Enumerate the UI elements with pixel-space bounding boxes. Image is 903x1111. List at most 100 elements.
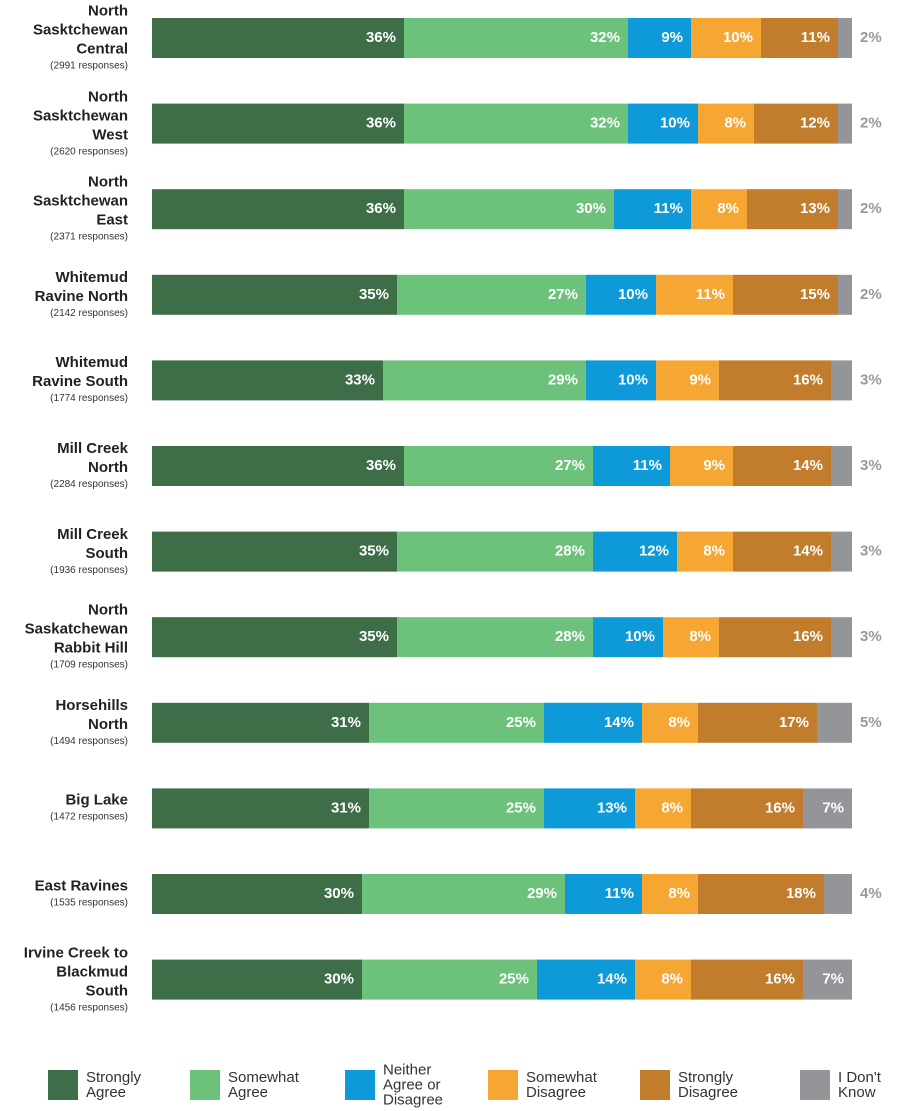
category-label: Whitemud Ravine North (2142 responses) bbox=[16, 268, 128, 322]
value-label: 10% bbox=[660, 115, 690, 132]
value-label: 15% bbox=[800, 286, 830, 303]
value-label: 16% bbox=[765, 799, 795, 816]
bar-segment bbox=[362, 874, 565, 914]
legend-swatch bbox=[800, 1070, 830, 1100]
bar-segment bbox=[152, 702, 369, 743]
value-label: 3% bbox=[860, 371, 882, 388]
bar-segment bbox=[691, 189, 747, 230]
category-note: (2371 responses) bbox=[50, 231, 128, 243]
category-note: (2142 responses) bbox=[50, 307, 128, 319]
value-label: 3% bbox=[860, 457, 882, 474]
category-note: (1709 responses) bbox=[50, 659, 128, 671]
bar-segment bbox=[691, 788, 803, 829]
category-note: (1535 responses) bbox=[50, 897, 128, 909]
bar-segment bbox=[733, 274, 838, 315]
value-label: 7% bbox=[822, 799, 844, 816]
bar-segment bbox=[761, 18, 838, 58]
bar-segment bbox=[656, 274, 733, 315]
category-label: North Sasktchewan East (2371 responses) bbox=[16, 173, 128, 246]
bar-segment bbox=[733, 531, 831, 572]
value-label: 13% bbox=[800, 200, 830, 217]
value-label: 29% bbox=[548, 371, 578, 388]
value-label: 4% bbox=[860, 885, 882, 902]
value-label: 30% bbox=[324, 971, 354, 988]
value-label: 18% bbox=[786, 885, 816, 902]
bar-segment bbox=[152, 360, 383, 401]
value-label: 10% bbox=[618, 286, 648, 303]
value-label: 30% bbox=[576, 200, 606, 217]
bar-segment bbox=[642, 702, 698, 743]
value-label: 11% bbox=[801, 29, 830, 46]
value-label: 36% bbox=[366, 457, 396, 474]
category-label: Mill Creek North (2284 responses) bbox=[16, 439, 128, 493]
value-label: 35% bbox=[359, 286, 389, 303]
value-label: 33% bbox=[345, 371, 375, 388]
category-name: North Sasktchewan Central bbox=[32, 2, 128, 58]
bar-segment bbox=[404, 446, 593, 486]
value-label: 8% bbox=[668, 885, 690, 902]
value-label: 36% bbox=[366, 200, 396, 217]
value-label: 11% bbox=[654, 200, 683, 217]
legend-swatch bbox=[488, 1070, 518, 1100]
category-name: Horsehills North bbox=[55, 696, 128, 733]
bar-segment bbox=[719, 360, 831, 401]
bar-segment bbox=[747, 189, 838, 230]
bar-segment bbox=[152, 617, 397, 658]
value-label: 16% bbox=[793, 371, 823, 388]
value-label: 8% bbox=[668, 714, 690, 731]
bar-segment bbox=[152, 189, 404, 230]
legend-swatch bbox=[345, 1070, 375, 1100]
value-label: 5% bbox=[860, 714, 882, 731]
value-label: 11% bbox=[633, 457, 662, 474]
bar-segment bbox=[838, 103, 852, 144]
bar-segment bbox=[152, 446, 404, 486]
bar-segment bbox=[656, 360, 719, 401]
value-label: 17% bbox=[779, 714, 809, 731]
bar-segment bbox=[698, 702, 817, 743]
value-label: 25% bbox=[506, 799, 536, 816]
category-name: East Ravines bbox=[34, 877, 128, 895]
bar-segment bbox=[803, 959, 852, 1000]
value-label: 11% bbox=[696, 286, 725, 303]
category-label: North Saskatchewan Rabbit Hill (1709 resp… bbox=[16, 601, 128, 674]
value-label: 32% bbox=[590, 115, 620, 132]
value-label: 32% bbox=[590, 29, 620, 46]
bar-segment bbox=[642, 874, 698, 914]
value-label: 10% bbox=[625, 628, 655, 645]
bar-segment bbox=[565, 874, 642, 914]
bar-segment bbox=[593, 531, 677, 572]
category-note: (1456 responses) bbox=[50, 1002, 128, 1014]
bar-segment bbox=[152, 18, 404, 58]
value-label: 16% bbox=[793, 628, 823, 645]
value-label: 27% bbox=[555, 457, 585, 474]
bar-segment bbox=[593, 446, 670, 486]
bar-segment bbox=[831, 617, 852, 658]
value-label: 2% bbox=[860, 200, 882, 217]
bar-segment bbox=[362, 959, 537, 1000]
bar-segment bbox=[369, 702, 544, 743]
bar-segment bbox=[831, 446, 852, 486]
value-label: 31% bbox=[331, 799, 361, 816]
value-label: 29% bbox=[527, 885, 557, 902]
value-label: 10% bbox=[618, 371, 648, 388]
bar-segment bbox=[719, 617, 831, 658]
value-label: 14% bbox=[604, 714, 634, 731]
category-note: (1494 responses) bbox=[50, 735, 128, 747]
bar-segment bbox=[838, 18, 852, 58]
value-label: 8% bbox=[661, 971, 683, 988]
value-label: 2% bbox=[860, 115, 882, 132]
value-label: 14% bbox=[793, 543, 823, 560]
value-label: 35% bbox=[359, 628, 389, 645]
bar-segment bbox=[544, 702, 642, 743]
category-name: Mill Creek South bbox=[57, 525, 128, 562]
legend-swatch bbox=[640, 1070, 670, 1100]
bar-segment bbox=[586, 360, 656, 401]
category-label: Irvine Creek to Blackmud South (1456 resp… bbox=[16, 943, 128, 1016]
bar-segment bbox=[152, 531, 397, 572]
bar-segment bbox=[544, 788, 635, 829]
value-label: 2% bbox=[860, 286, 882, 303]
bar-segment bbox=[404, 18, 628, 58]
bar-segment bbox=[691, 18, 761, 58]
value-label: 12% bbox=[800, 115, 830, 132]
